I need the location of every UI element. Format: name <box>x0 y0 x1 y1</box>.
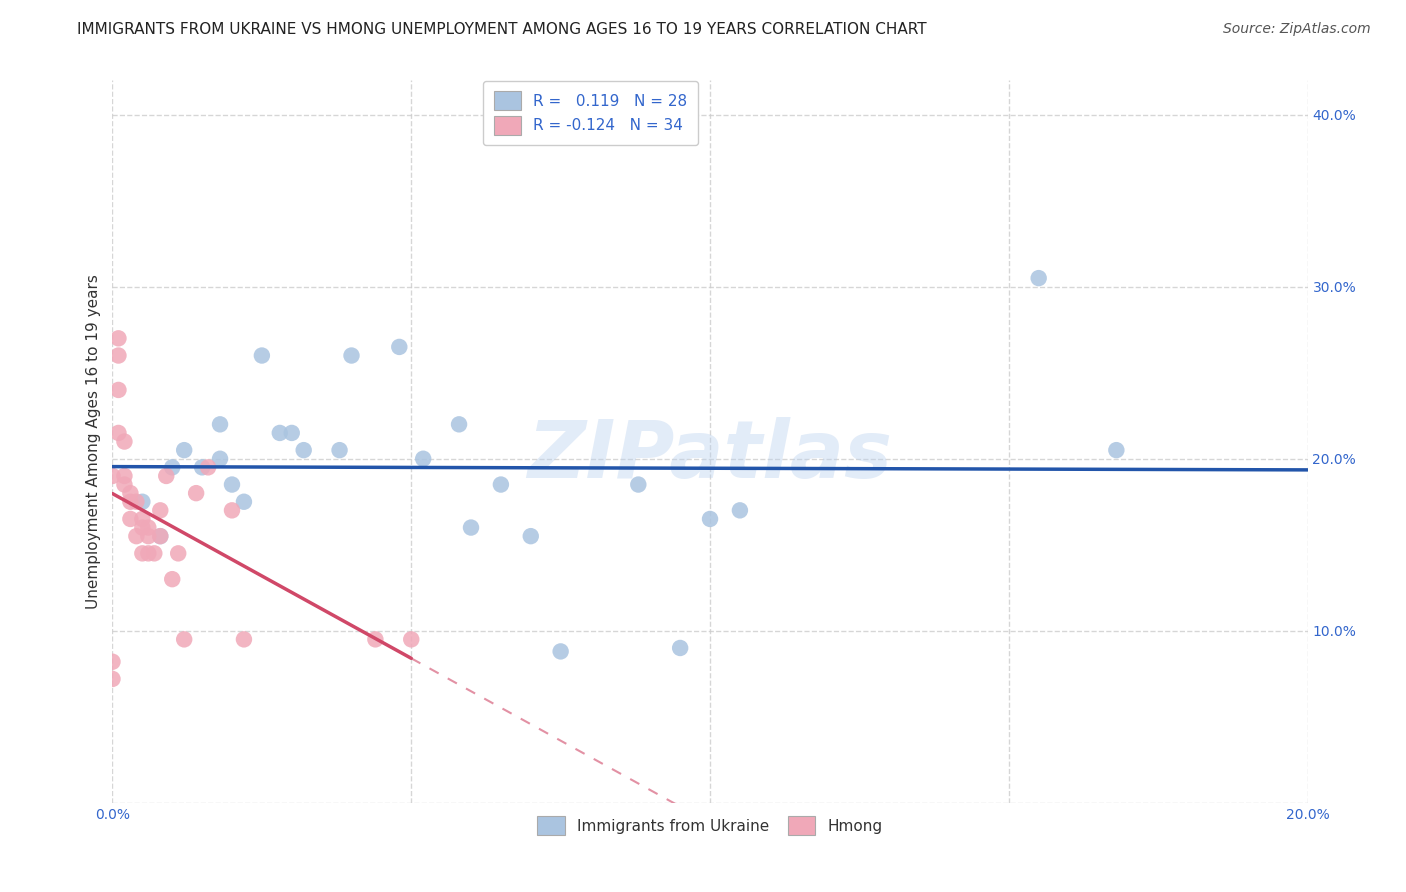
Point <box>107 383 129 397</box>
Point <box>292 443 315 458</box>
Point <box>269 425 291 440</box>
Point <box>138 520 160 534</box>
Point <box>460 520 482 534</box>
Point <box>107 331 129 345</box>
Point <box>173 443 195 458</box>
Point <box>728 503 751 517</box>
Point <box>401 632 423 647</box>
Point <box>627 477 650 491</box>
Point <box>221 477 243 491</box>
Point <box>138 546 160 560</box>
Point <box>149 503 172 517</box>
Point <box>125 494 148 508</box>
Point <box>131 512 153 526</box>
Point <box>1028 271 1050 285</box>
Point <box>388 340 411 354</box>
Point <box>412 451 434 466</box>
Point <box>550 644 572 658</box>
Point <box>186 486 208 500</box>
Point <box>233 494 256 508</box>
Point <box>155 469 177 483</box>
Point <box>120 486 142 500</box>
Point <box>191 460 214 475</box>
Y-axis label: Unemployment Among Ages 16 to 19 years: Unemployment Among Ages 16 to 19 years <box>86 274 101 609</box>
Point <box>120 494 142 508</box>
Point <box>101 672 124 686</box>
Point <box>340 349 363 363</box>
Point <box>120 512 142 526</box>
Point <box>489 477 512 491</box>
Point <box>101 655 124 669</box>
Point <box>138 529 160 543</box>
Point <box>107 349 129 363</box>
Point <box>114 469 135 483</box>
Point <box>233 632 256 647</box>
Point <box>281 425 304 440</box>
Point <box>107 425 129 440</box>
Point <box>162 572 183 586</box>
Point <box>1105 443 1128 458</box>
Point <box>209 417 232 432</box>
Point <box>114 477 135 491</box>
Point <box>197 460 219 475</box>
Point <box>449 417 471 432</box>
Point <box>131 546 153 560</box>
Point <box>131 520 153 534</box>
Point <box>167 546 190 560</box>
Point <box>520 529 543 543</box>
Point <box>699 512 721 526</box>
Point <box>173 632 195 647</box>
Point <box>131 494 153 508</box>
Text: Source: ZipAtlas.com: Source: ZipAtlas.com <box>1223 22 1371 37</box>
Point <box>669 640 692 655</box>
Point <box>149 529 172 543</box>
Point <box>125 529 148 543</box>
Text: IMMIGRANTS FROM UKRAINE VS HMONG UNEMPLOYMENT AMONG AGES 16 TO 19 YEARS CORRELAT: IMMIGRANTS FROM UKRAINE VS HMONG UNEMPLO… <box>77 22 927 37</box>
Point <box>114 434 135 449</box>
Text: ZIPatlas: ZIPatlas <box>527 417 893 495</box>
Point <box>250 349 273 363</box>
Point <box>364 632 387 647</box>
Point <box>221 503 243 517</box>
Point <box>209 451 232 466</box>
Point <box>162 460 183 475</box>
Point <box>143 546 166 560</box>
Legend: Immigrants from Ukraine, Hmong: Immigrants from Ukraine, Hmong <box>527 805 893 846</box>
Point <box>149 529 172 543</box>
Point <box>329 443 352 458</box>
Point <box>101 469 124 483</box>
